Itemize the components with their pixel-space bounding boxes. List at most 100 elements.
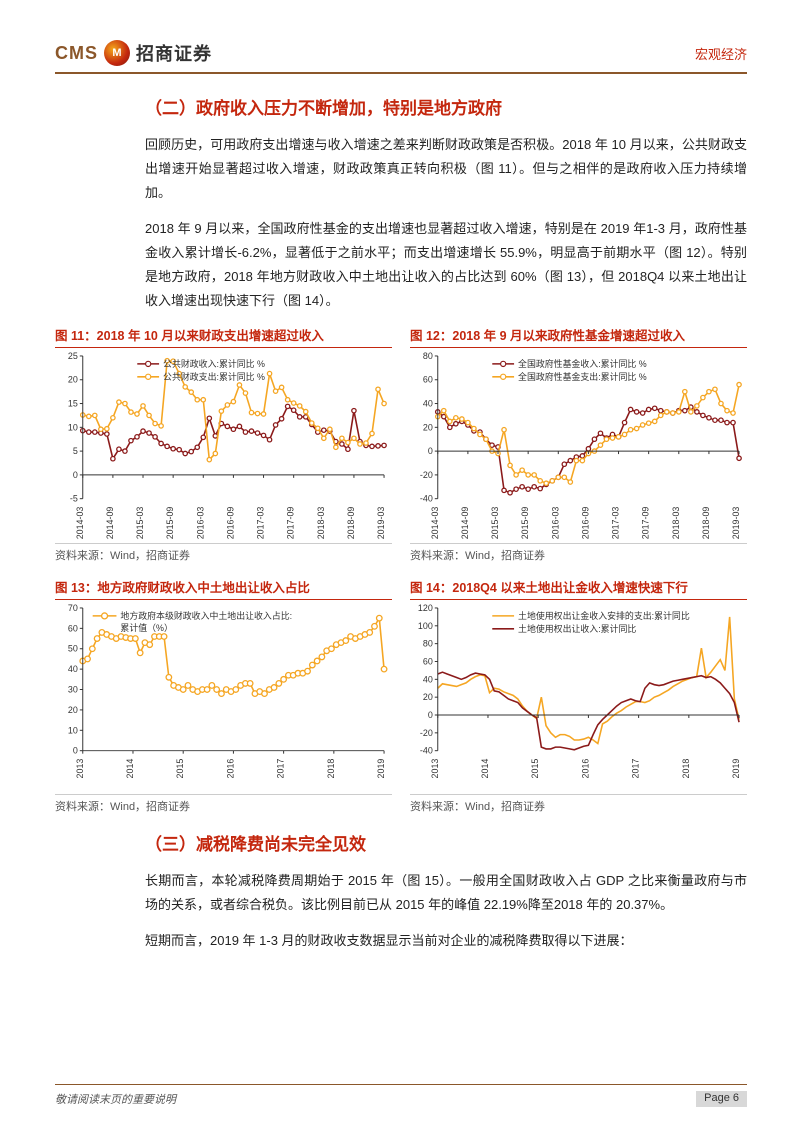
chart-12-source: 资料来源：Wind，招商证券 — [410, 543, 747, 563]
svg-text:2018: 2018 — [681, 758, 691, 778]
paragraph-2: 2018 年 9 月以来，全国政府性基金的支出增速也显著超过收入增速，特别是在 … — [145, 217, 747, 313]
svg-text:-5: -5 — [70, 494, 78, 504]
svg-text:20: 20 — [68, 705, 78, 715]
svg-text:10: 10 — [68, 725, 78, 735]
svg-text:2017-09: 2017-09 — [286, 507, 296, 540]
svg-text:-40: -40 — [420, 745, 433, 755]
svg-text:累计值（%）: 累计值（%） — [120, 621, 172, 632]
svg-text:0: 0 — [428, 446, 433, 456]
svg-text:2013: 2013 — [430, 758, 440, 778]
svg-text:2015-03: 2015-03 — [135, 507, 145, 540]
company-en: CMS — [55, 43, 98, 64]
logo-icon: M — [104, 40, 130, 66]
svg-text:2017: 2017 — [631, 758, 641, 778]
chart-12: 图 12：2018 年 9 月以来政府性基金增速超过收入 -40 -20 0 20 40… — [410, 325, 747, 572]
svg-text:2014-03: 2014-03 — [75, 507, 85, 540]
svg-text:-40: -40 — [420, 494, 433, 504]
svg-text:40: 40 — [423, 674, 433, 684]
svg-text:-20: -20 — [420, 470, 433, 480]
chart-13: 图 13：地方政府财政收入中土地出让收入占比 01020304050607020… — [55, 577, 392, 824]
svg-text:2017: 2017 — [276, 758, 286, 778]
svg-text:60: 60 — [423, 375, 433, 385]
svg-text:80: 80 — [423, 638, 433, 648]
chart-14-source: 资料来源：Wind，招商证券 — [410, 794, 747, 814]
chart-11-title: 图 11：2018 年 10 月以来财政支出增速超过收入 — [55, 325, 392, 348]
svg-text:-20: -20 — [420, 727, 433, 737]
svg-text:20: 20 — [423, 423, 433, 433]
svg-text:2014: 2014 — [480, 758, 490, 778]
svg-text:地方政府本级财政收入中土地出让收入占比:: 地方政府本级财政收入中土地出让收入占比: — [120, 610, 292, 621]
svg-text:全国政府性基金支出:累计同比 %: 全国政府性基金支出:累计同比 % — [518, 371, 647, 382]
svg-text:50: 50 — [68, 643, 78, 653]
chart-14-svg: -40-200204060801001202013201420152016201… — [410, 604, 747, 792]
svg-text:2019: 2019 — [731, 758, 741, 778]
svg-text:2014-09: 2014-09 — [105, 507, 115, 540]
svg-text:2014: 2014 — [125, 758, 135, 778]
svg-text:2016-03: 2016-03 — [195, 507, 205, 540]
svg-text:0: 0 — [73, 745, 78, 755]
svg-text:120: 120 — [418, 604, 433, 613]
svg-text:公共财政支出:累计同比 %: 公共财政支出:累计同比 % — [163, 371, 265, 382]
svg-text:5: 5 — [73, 446, 78, 456]
svg-text:2014-09: 2014-09 — [460, 507, 470, 540]
svg-text:20: 20 — [423, 692, 433, 702]
svg-text:20: 20 — [68, 375, 78, 385]
svg-text:25: 25 — [68, 352, 78, 361]
page-number: Page 6 — [696, 1091, 747, 1107]
svg-text:土地使用权出让收入:累计同比: 土地使用权出让收入:累计同比 — [518, 622, 636, 633]
page-footer: 敬请阅读末页的重要说明 Page 6 — [55, 1084, 747, 1107]
svg-text:2017-03: 2017-03 — [256, 507, 266, 540]
svg-text:2019-03: 2019-03 — [376, 507, 386, 540]
svg-text:2016: 2016 — [225, 758, 235, 778]
svg-text:2013: 2013 — [75, 758, 85, 778]
svg-text:0: 0 — [428, 710, 433, 720]
svg-text:2019: 2019 — [376, 758, 386, 778]
svg-text:2015-03: 2015-03 — [490, 507, 500, 540]
svg-text:2016: 2016 — [580, 758, 590, 778]
svg-text:2018-09: 2018-09 — [346, 507, 356, 540]
chart-11-svg: -5 0 5 10 15 20 25 2014-03 2014-09 2015-03 2015-09… — [55, 352, 392, 540]
svg-text:2016-09: 2016-09 — [580, 507, 590, 540]
paragraph-3: 长期而言，本轮减税降费周期始于 2015 年（图 15）。一般用全国财政收入占 … — [145, 869, 747, 917]
chart-14: 图 14：2018Q4 以来土地出让金收入增速快速下行 -40 -20 0 20 40 6… — [410, 577, 747, 824]
chart-11: 图 11：2018 年 10 月以来财政支出增速超过收入 -5 0 5 10 15 20 2… — [55, 325, 392, 572]
paragraph-1: 回顾历史，可用政府支出增速与收入增速之差来判断财政政策是否积极。2018 年 1… — [145, 133, 747, 205]
svg-text:2017-09: 2017-09 — [641, 507, 651, 540]
logo-block: CMS M 招商证券 — [55, 40, 212, 66]
chart-14-title: 图 14：2018Q4 以来土地出让金收入增速快速下行 — [410, 577, 747, 600]
svg-text:公共财政收入:累计同比 %: 公共财政收入:累计同比 % — [163, 358, 265, 369]
svg-text:80: 80 — [423, 352, 433, 361]
charts-grid: 图 11：2018 年 10 月以来财政支出增速超过收入 -5 0 5 10 15 20 2… — [55, 325, 747, 824]
company-zh: 招商证券 — [136, 40, 212, 66]
svg-text:15: 15 — [68, 399, 78, 409]
svg-text:40: 40 — [68, 664, 78, 674]
svg-text:2019-03: 2019-03 — [731, 507, 741, 540]
page-header: CMS M 招商证券 宏观经济 — [55, 40, 747, 74]
svg-text:2014-03: 2014-03 — [430, 507, 440, 540]
chart-13-svg: 0102030405060702013201420152016201720182… — [55, 604, 392, 792]
svg-text:0: 0 — [73, 470, 78, 480]
svg-text:10: 10 — [68, 423, 78, 433]
svg-text:2015: 2015 — [530, 758, 540, 778]
svg-text:2015-09: 2015-09 — [165, 507, 175, 540]
chart-12-title: 图 12：2018 年 9 月以来政府性基金增速超过收入 — [410, 325, 747, 348]
svg-text:2018-03: 2018-03 — [316, 507, 326, 540]
svg-text:2018-03: 2018-03 — [671, 507, 681, 540]
svg-text:70: 70 — [68, 604, 78, 613]
svg-text:40: 40 — [423, 399, 433, 409]
doc-category: 宏观经济 — [695, 44, 747, 63]
svg-text:土地使用权出让金收入安排的支出:累计同比: 土地使用权出让金收入安排的支出:累计同比 — [518, 610, 690, 621]
chart-12-svg: -40-200204060802014-032014-092015-032015… — [410, 352, 747, 540]
svg-text:60: 60 — [423, 656, 433, 666]
svg-text:2017-03: 2017-03 — [611, 507, 621, 540]
footer-disclaimer: 敬请阅读末页的重要说明 — [55, 1091, 176, 1107]
svg-text:2016-09: 2016-09 — [225, 507, 235, 540]
section-3-title: （三）减税降费尚未完全见效 — [145, 830, 747, 855]
svg-text:60: 60 — [68, 623, 78, 633]
svg-text:2016-03: 2016-03 — [550, 507, 560, 540]
chart-11-source: 资料来源：Wind，招商证券 — [55, 543, 392, 563]
section-2-title: （二）政府收入压力不断增加，特别是地方政府 — [145, 94, 747, 119]
paragraph-4: 短期而言，2019 年 1-3 月的财政收支数据显示当前对企业的减税降费取得以下… — [145, 929, 747, 953]
chart-13-source: 资料来源：Wind，招商证券 — [55, 794, 392, 814]
svg-text:2018-09: 2018-09 — [701, 507, 711, 540]
